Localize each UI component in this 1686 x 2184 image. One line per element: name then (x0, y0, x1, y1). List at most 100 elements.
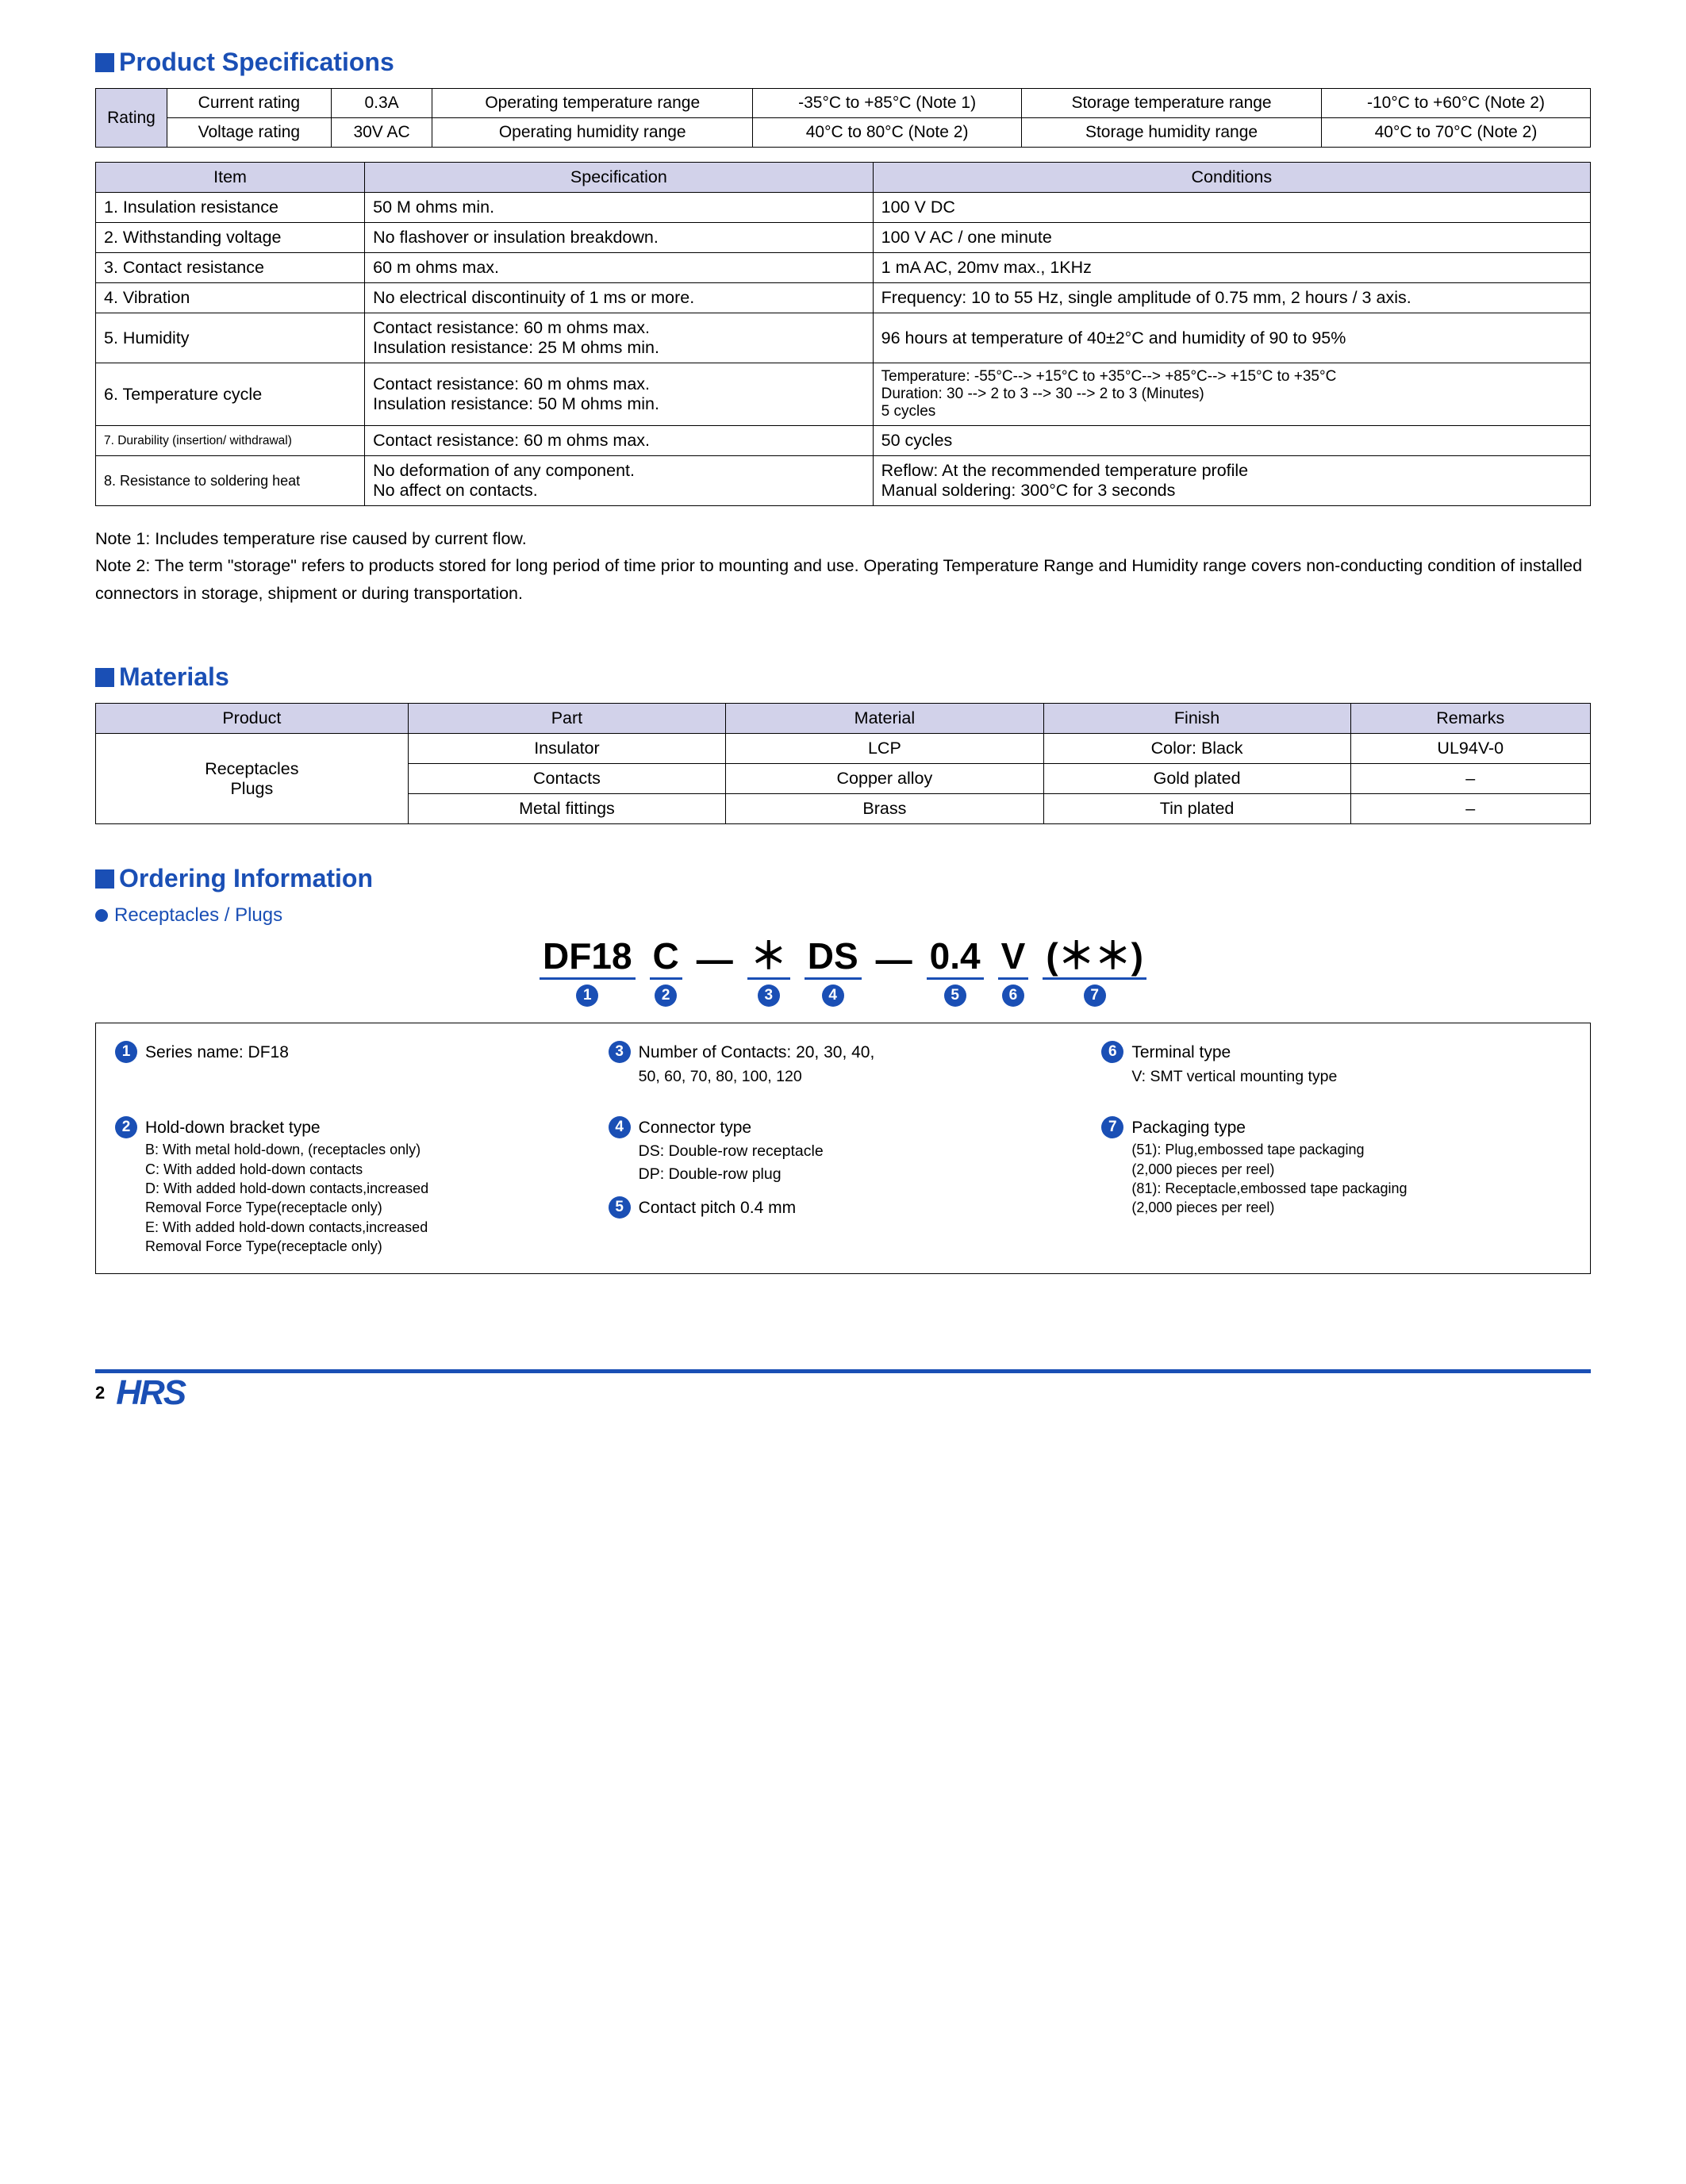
code-badge: 4 (822, 985, 844, 1007)
item-body: DS: Double-row receptacle DP: Double-row… (639, 1140, 1078, 1185)
spec-table: Item Specification Conditions 1. Insulat… (95, 162, 1591, 506)
col: Part (408, 704, 725, 734)
col: Material (726, 704, 1044, 734)
code-segment: 0.45 (927, 938, 984, 1007)
cell-cond: 96 hours at temperature of 40±2°C and hu… (873, 313, 1590, 363)
rating-sv: -10°C to +60°C (Note 2) (1322, 89, 1591, 118)
code-badge: 1 (576, 985, 598, 1007)
section-title-materials: Materials (95, 662, 1591, 692)
code-badge: 5 (944, 985, 966, 1007)
code-text: ＊ (747, 938, 790, 980)
cell-material: Brass (726, 794, 1044, 824)
rating-pv: -35°C to +85°C (Note 1) (753, 89, 1022, 118)
section-title-text: Product Specifications (119, 48, 394, 77)
table-row: 8. Resistance to soldering heatNo deform… (96, 456, 1591, 506)
cell-finish: Tin plated (1043, 794, 1350, 824)
ordering-item: 3Number of Contacts: 20, 30, 40,50, 60, … (609, 1041, 1078, 1088)
cell-remarks: UL94V-0 (1350, 734, 1590, 764)
table-row: 5. HumidityContact resistance: 60 m ohms… (96, 313, 1591, 363)
cell-cond: 1 mA AC, 20mv max., 1KHz (873, 253, 1590, 283)
cell-item: 2. Withstanding voltage (96, 223, 365, 253)
item-head: Hold-down bracket type (145, 1116, 321, 1140)
item-head: Packaging type (1131, 1116, 1246, 1140)
page-footer: 2 HRS (95, 1369, 1591, 1413)
cell-material: LCP (726, 734, 1044, 764)
table-row: Receptacles PlugsInsulatorLCPColor: Blac… (96, 734, 1591, 764)
cell-cond: Reflow: At the recommended temperature p… (873, 456, 1590, 506)
ordering-item: 6Terminal typeV: SMT vertical mounting t… (1101, 1041, 1571, 1088)
item-badge: 6 (1101, 1041, 1123, 1063)
ordering-item: 2Hold-down bracket typeB: With metal hol… (115, 1116, 585, 1256)
col: Remarks (1350, 704, 1590, 734)
col-item: Item (96, 163, 365, 193)
item-head: Connector type (639, 1116, 751, 1140)
dot-icon (95, 909, 108, 922)
cell-cond: Temperature: -55°C--> +15°C to +35°C--> … (873, 363, 1590, 426)
cell-item: 8. Resistance to soldering heat (96, 456, 365, 506)
cell-item: 5. Humidity (96, 313, 365, 363)
item-badge: 1 (115, 1041, 137, 1063)
cell-item: 1. Insulation resistance (96, 193, 365, 223)
rating-p: Operating temperature range (432, 89, 753, 118)
cell-spec: No flashover or insulation breakdown. (365, 223, 874, 253)
code-text: V (998, 938, 1029, 980)
table-row: 7. Durability (insertion/ withdrawal)Con… (96, 426, 1591, 456)
col-spec: Specification (365, 163, 874, 193)
cell-spec: 60 m ohms max. (365, 253, 874, 283)
rating-s: Storage temperature range (1022, 89, 1322, 118)
ordering-item: 7 Packaging type(51): Plug,embossed tape … (1101, 1116, 1571, 1256)
table-row: 2. Withstanding voltageNo flashover or i… (96, 223, 1591, 253)
cell-finish: Color: Black (1043, 734, 1350, 764)
item-badge: 4 (609, 1116, 631, 1138)
rating-name: Voltage rating (167, 118, 332, 148)
cell-product: Receptacles Plugs (96, 734, 409, 824)
cell-part: Insulator (408, 734, 725, 764)
col: Product (96, 704, 409, 734)
ordering-subtitle: Receptacles / Plugs (95, 904, 1591, 927)
table-row: 4. VibrationNo electrical discontinuity … (96, 283, 1591, 313)
cell-remarks: – (1350, 794, 1590, 824)
cell-cond: 100 V AC / one minute (873, 223, 1590, 253)
table-row: 1. Insulation resistance50 M ohms min.10… (96, 193, 1591, 223)
page-number: 2 (95, 1383, 105, 1403)
rating-p: Operating humidity range (432, 118, 753, 148)
item-body: B: With metal hold-down, (receptacles on… (145, 1140, 585, 1256)
cell-part: Metal fittings (408, 794, 725, 824)
code-text: DS (805, 938, 862, 980)
section-title-spec: Product Specifications (95, 48, 1591, 77)
code-separator: ― (876, 938, 912, 977)
square-icon (95, 53, 114, 72)
item-body: (51): Plug,embossed tape packaging (2,00… (1131, 1140, 1571, 1217)
item-head: Contact pitch 0.4 mm (639, 1196, 796, 1220)
item-badge: 3 (609, 1041, 631, 1063)
cell-spec: No electrical discontinuity of 1 ms or m… (365, 283, 874, 313)
item-badge: 7 (1101, 1116, 1123, 1138)
rating-val: 0.3A (331, 89, 432, 118)
ratings-table: Rating Current rating 0.3A Operating tem… (95, 88, 1591, 148)
code-segment: C2 (650, 938, 682, 1007)
item-badge: 5 (609, 1196, 631, 1219)
item-head: Number of Contacts: 20, 30, 40, (639, 1041, 875, 1065)
code-text: (＊＊) (1043, 938, 1146, 980)
code-segment: V6 (998, 938, 1029, 1007)
rating-s: Storage humidity range (1022, 118, 1322, 148)
section-title-text: Materials (119, 662, 229, 692)
ordering-item: 1Series name: DF18 (115, 1041, 585, 1088)
ordering-code: DF181C2―＊3DS4―0.45V6(＊＊)7 (95, 938, 1591, 1007)
table-row: 3. Contact resistance60 m ohms max.1 mA … (96, 253, 1591, 283)
code-text: DF18 (540, 938, 635, 980)
section-title-text: Ordering Information (119, 864, 373, 893)
code-badge: 2 (655, 985, 677, 1007)
rating-name: Current rating (167, 89, 332, 118)
cell-finish: Gold plated (1043, 764, 1350, 794)
cell-item: 6. Temperature cycle (96, 363, 365, 426)
ordering-item: 4 Connector typeDS: Double-row receptacle… (609, 1116, 1078, 1256)
item-head: Terminal type (1131, 1041, 1231, 1065)
subtitle-text: Receptacles / Plugs (114, 904, 282, 927)
code-segment: ＊3 (747, 938, 790, 1007)
materials-table: Product Part Material Finish Remarks Rec… (95, 703, 1591, 824)
square-icon (95, 668, 114, 687)
cell-part: Contacts (408, 764, 725, 794)
note-2: Note 2: The term "storage" refers to pro… (95, 552, 1591, 607)
ratings-label: Rating (96, 89, 167, 148)
